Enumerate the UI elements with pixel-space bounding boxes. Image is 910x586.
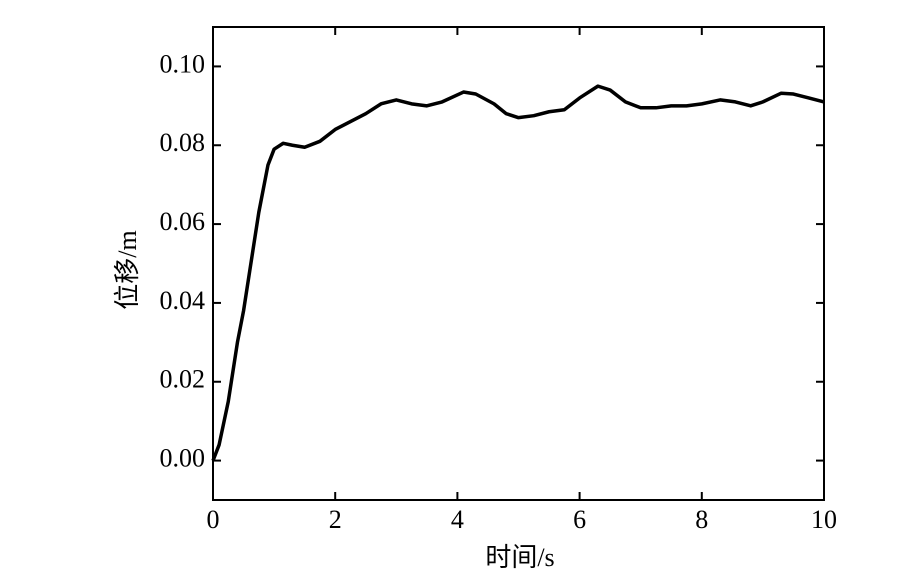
- y-tick-label: 0.04: [160, 286, 206, 315]
- data-line: [211, 84, 825, 462]
- x-tick-label: 0: [207, 505, 220, 534]
- x-axis-label: 时间/s: [485, 543, 554, 572]
- x-tick-label: 2: [329, 505, 342, 534]
- y-tick-label: 0.00: [160, 444, 206, 473]
- y-tick-label: 0.06: [160, 207, 206, 236]
- y-tick-label: 0.02: [160, 365, 206, 394]
- x-tick-label: 4: [451, 505, 464, 534]
- y-tick-label: 0.10: [160, 49, 206, 78]
- y-axis-label: 位移/m: [113, 230, 142, 309]
- plot-frame: [212, 26, 825, 501]
- x-tick-label: 8: [695, 505, 708, 534]
- x-tick-label: 6: [573, 505, 586, 534]
- y-tick-label: 0.08: [160, 128, 206, 157]
- x-tick-label: 10: [811, 505, 837, 534]
